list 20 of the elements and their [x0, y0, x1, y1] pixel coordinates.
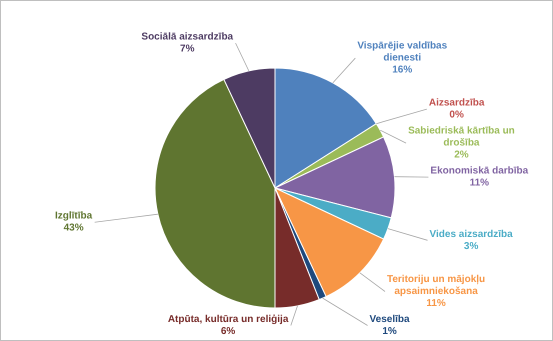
slice-label: Sociālā aizsardzība: [141, 32, 234, 43]
slice-label: Teritoriju un mājokļu apsaimniekošana: [386, 274, 486, 297]
data-label: 6%: [220, 326, 236, 337]
category-label: Aizsardzība: [428, 98, 484, 109]
slice-label: Izglītība: [54, 210, 93, 222]
data-label: 7%: [180, 44, 195, 55]
text: 0%: [449, 110, 464, 121]
slice-label: Veselība: [370, 314, 410, 325]
slice-label: Vides aizsardzība: [430, 228, 514, 240]
data-label: 11%: [426, 298, 446, 309]
slice-label: Ekonomiskā darbība: [430, 166, 529, 177]
data-label: 16%: [392, 64, 412, 76]
slice-label: Sabiedriskā kārtība un drošība: [408, 126, 515, 149]
data-label: 1%: [382, 326, 397, 337]
data-label: 43%: [64, 222, 84, 234]
data-label: 2%: [454, 150, 469, 161]
slice-label: Vispārējie valdības dienesti: [357, 40, 448, 64]
slice-label: Atpūta, kultūra un reliģija: [168, 314, 289, 325]
data-label: 11%: [470, 178, 490, 189]
data-label: 3%: [464, 240, 478, 252]
